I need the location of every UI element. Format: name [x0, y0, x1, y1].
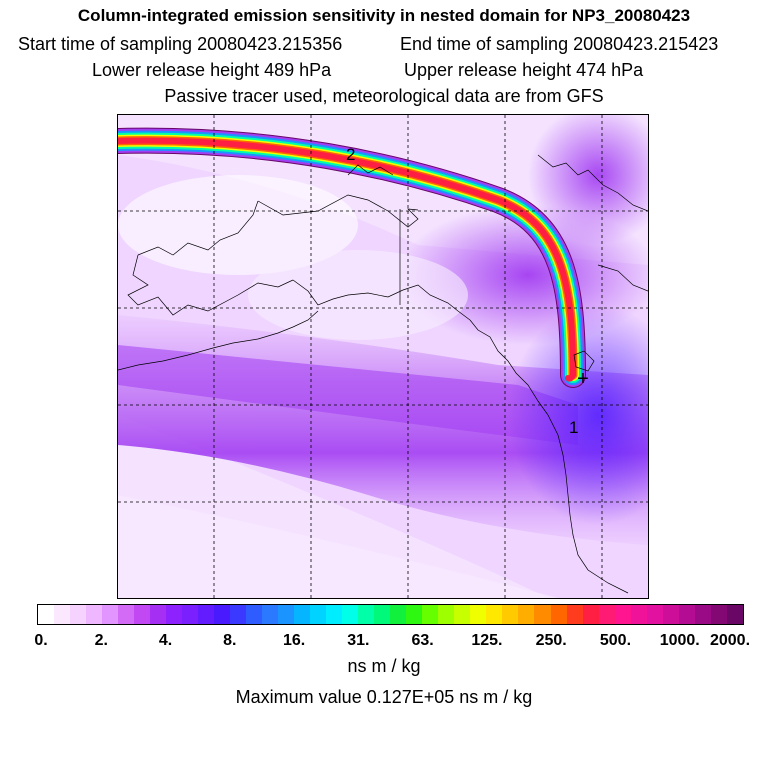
colorbar-tick-label: 4. — [158, 632, 173, 649]
colorbar-swatch — [358, 605, 375, 624]
colorbar-swatch — [150, 605, 167, 624]
colorbar-swatch — [422, 605, 439, 624]
upper-release-height-text: Upper release height 474 hPa — [404, 60, 644, 80]
figure-title: Column-integrated emission sensitivity i… — [77, 6, 691, 25]
plume-label-2: 2 — [346, 145, 355, 164]
colorbar — [37, 604, 744, 625]
colorbar-swatch — [102, 605, 119, 624]
colorbar-swatch — [710, 605, 727, 624]
colorbar-swatch — [614, 605, 631, 624]
colorbar-swatch — [390, 605, 407, 624]
colorbar-swatch — [630, 605, 647, 624]
plume-label-1: 1 — [569, 418, 578, 437]
colorbar-swatch — [38, 605, 55, 624]
colorbar-swatch — [262, 605, 279, 624]
colorbar-swatch — [54, 605, 71, 624]
colorbar-swatch — [118, 605, 135, 624]
colorbar-swatch — [294, 605, 311, 624]
colorbar-swatch — [326, 605, 343, 624]
colorbar-swatch — [198, 605, 215, 624]
colorbar-swatch — [374, 605, 391, 624]
colorbar-swatch — [278, 605, 295, 624]
colorbar-tick-label: 0. — [34, 632, 48, 649]
colorbar-tick-label: 8. — [223, 632, 237, 649]
colorbar-tick-label: 1000. — [659, 632, 700, 649]
sensitivity-field — [118, 115, 648, 598]
colorbar-swatch — [662, 605, 679, 624]
colorbar-swatch — [646, 605, 663, 624]
colorbar-tick-label: 63. — [411, 632, 434, 649]
coastlines — [118, 154, 648, 594]
colorbar-swatch — [246, 605, 263, 624]
colorbar-tick-label: 31. — [347, 632, 370, 649]
colorbar-swatch — [454, 605, 471, 624]
lower-release-height-text: Lower release height 489 hPa — [92, 60, 332, 80]
colorbar-swatch — [550, 605, 567, 624]
colorbar-swatch — [182, 605, 199, 624]
colorbar-swatch — [342, 605, 359, 624]
colorbar-swatch — [598, 605, 615, 624]
colorbar-swatch — [566, 605, 583, 624]
colorbar-tick-label: 500. — [599, 632, 632, 649]
emission-sensitivity-map: 2 1 + — [117, 114, 649, 599]
colorbar-swatch — [694, 605, 711, 624]
colorbar-tick-label: 16. — [282, 632, 306, 649]
tracer-note-text: Passive tracer used, meteorological data… — [164, 86, 604, 106]
colorbar-swatch — [166, 605, 183, 624]
end-time-text: End time of sampling 20080423.215423 — [400, 34, 719, 54]
plume-track — [118, 127, 586, 388]
colorbar-swatch — [534, 605, 551, 624]
colorbar-tick-label: 250. — [535, 632, 567, 649]
colorbar-swatch — [86, 605, 103, 624]
colorbar-swatch — [438, 605, 455, 624]
maximum-value-text: Maximum value 0.127E+05 ns m / kg — [235, 687, 533, 707]
colorbar-swatch — [502, 605, 519, 624]
release-point-marker: + — [577, 368, 589, 390]
colorbar-unit: ns m / kg — [347, 656, 421, 676]
colorbar-swatch — [214, 605, 231, 624]
colorbar-swatch — [70, 605, 87, 624]
colorbar-swatch — [518, 605, 535, 624]
colorbar-swatch — [678, 605, 695, 624]
colorbar-tick-label: 2. — [94, 632, 108, 649]
colorbar-tick-label: 2000. — [709, 632, 751, 649]
colorbar-swatch — [406, 605, 423, 624]
colorbar-swatch — [726, 605, 743, 624]
colorbar-swatch — [310, 605, 327, 624]
colorbar-swatch — [230, 605, 247, 624]
colorbar-swatch — [582, 605, 599, 624]
colorbar-swatch — [470, 605, 487, 624]
colorbar-swatch — [134, 605, 151, 624]
lat-lon-grid — [118, 115, 648, 598]
colorbar-swatch — [486, 605, 503, 624]
colorbar-tick-label: 125. — [471, 632, 503, 649]
start-time-text: Start time of sampling 20080423.215356 — [18, 34, 343, 54]
